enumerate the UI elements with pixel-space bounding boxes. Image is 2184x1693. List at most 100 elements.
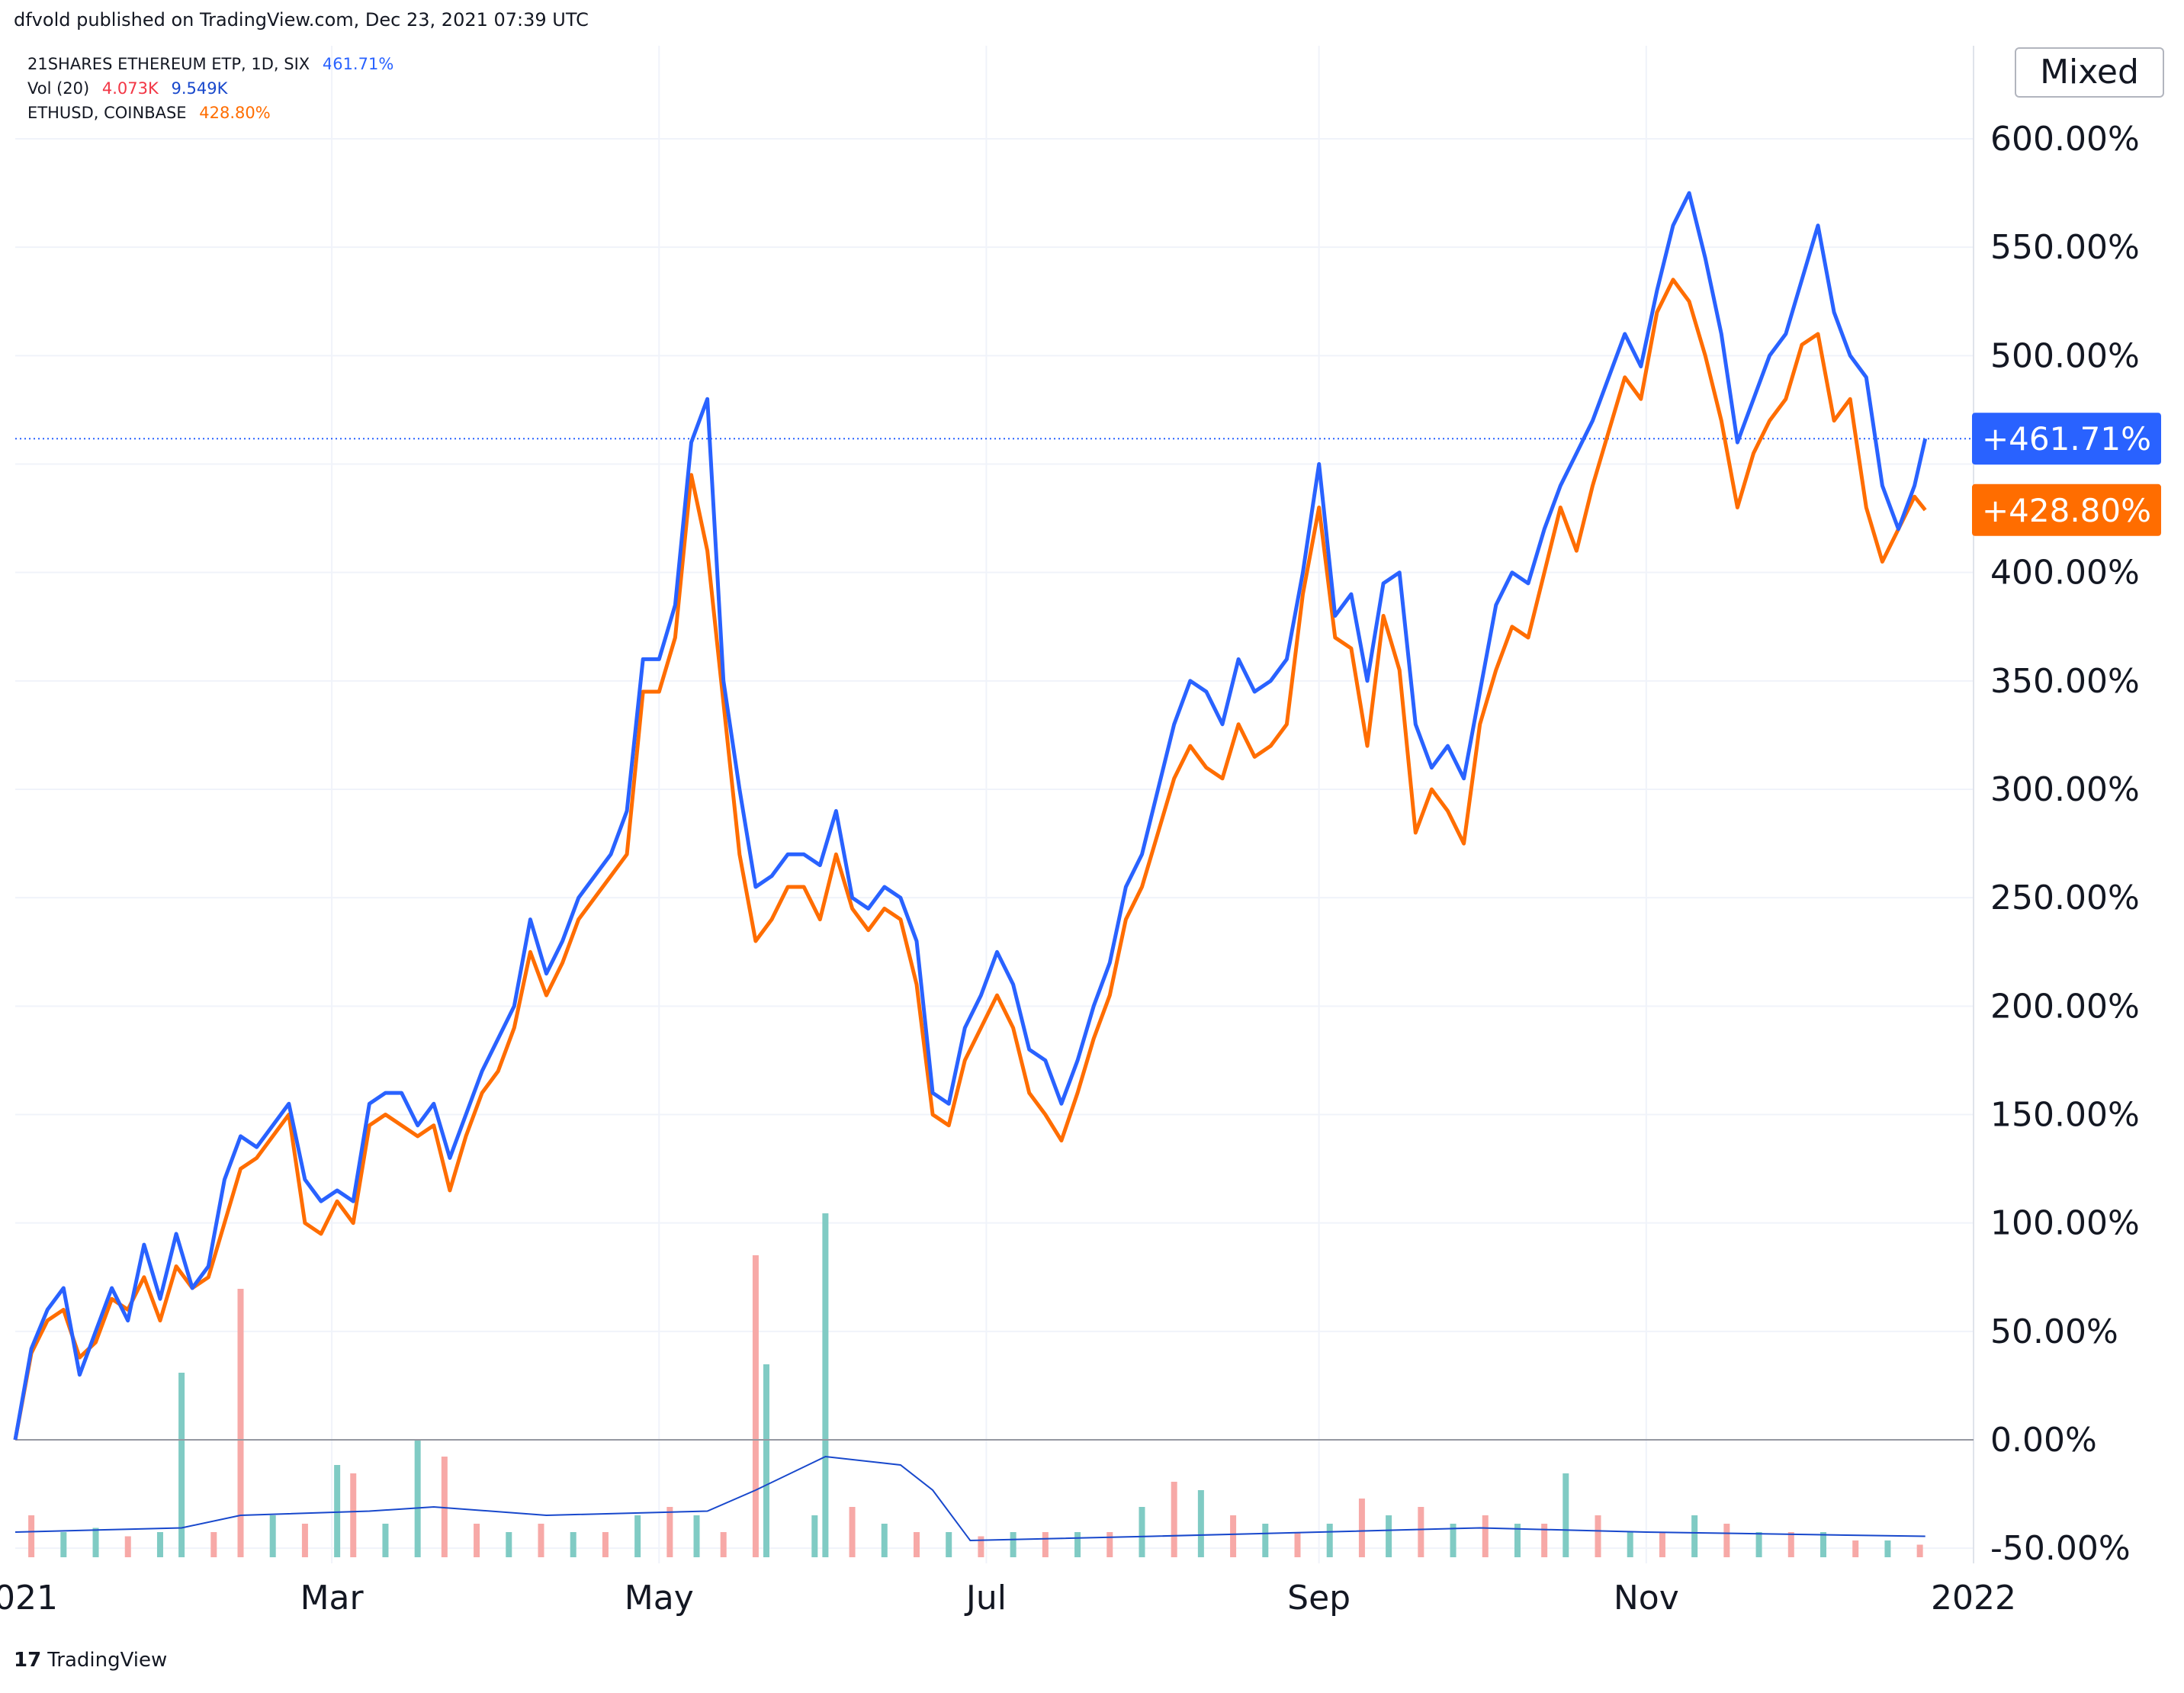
footer-brand-text: TradingView [47,1649,168,1672]
volume-bar [570,1532,577,1557]
volume-bar [1563,1473,1569,1557]
volume-bar [1595,1515,1601,1557]
volume-bar [1514,1524,1521,1557]
x-tick-label: 2022 [1931,1579,2016,1618]
volume-bar [811,1515,818,1557]
y-tick-label: 550.00% [1990,228,2140,267]
volume-bar [1787,1532,1794,1557]
volume-bar [1482,1515,1489,1557]
volume-bar [693,1515,700,1557]
y-tick-label: 400.00% [1990,554,2140,593]
volume-bar [1659,1532,1665,1557]
price-axis[interactable]: 600.00% 550.00% 500.00% 400.00% 350.00% 300.0… [1990,120,2140,1568]
x-tick-label: 2021 [0,1579,58,1618]
volume-bar [1171,1482,1177,1557]
legend-main-name: 21SHARES ETHEREUM ETP, 1D, SIX [27,55,310,73]
volume-bar [210,1532,217,1557]
legend-vol-ma-value: 9.549K [171,79,228,98]
volume-bar [634,1515,641,1557]
volume-bar [92,1528,99,1557]
volume-bar [1230,1515,1237,1557]
volume-bar [602,1532,609,1557]
volume-bar [1326,1524,1333,1557]
volume-bar [237,1289,244,1557]
chart-legend: 21SHARES ETHEREUM ETP, 1D, SIX 461.71% V… [27,52,393,125]
y-tick-label: 150.00% [1990,1096,2140,1135]
volume-bar [1820,1532,1827,1557]
x-tick-label: Mar [300,1579,365,1618]
footer-brand[interactable]: 17 TradingView [14,1649,167,1672]
tradingview-logo-icon: 17 [14,1649,42,1672]
published-info: dfvold published on TradingView.com, Dec… [14,9,589,31]
volume-bar [60,1532,67,1557]
legend-compare[interactable]: ETHUSD, COINBASE 428.80% [27,101,393,125]
volume-bar [849,1507,856,1557]
volume-bar [1197,1490,1204,1557]
volume-bar [1358,1499,1365,1557]
y-tick-label: 500.00% [1990,336,2140,375]
volume-bar [414,1440,421,1557]
volume-bar [334,1465,341,1557]
legend-vol-name: Vol (20) [27,79,90,98]
volume-bar [1852,1540,1859,1557]
volume-bar [1010,1532,1017,1557]
y-tick-label: 200.00% [1990,987,2140,1026]
series-line-21shares [13,191,1928,1441]
volume-bar [1916,1544,1923,1557]
volume-bars [28,1213,1923,1557]
volume-bar [1450,1524,1457,1557]
volume-bar [978,1536,984,1557]
series-line-ethusd [13,278,1927,1441]
volume-bar [913,1532,920,1557]
volume-bar [1042,1532,1049,1557]
volume-bar [763,1364,769,1557]
x-tick-label: May [625,1579,694,1618]
volume-bar [301,1524,308,1557]
legend-volume[interactable]: Vol (20) 4.073K 9.549K [27,76,393,101]
x-tick-label: Sep [1287,1579,1351,1618]
volume-bar [720,1532,727,1557]
volume-bar [1418,1507,1424,1557]
volume-bar [156,1532,163,1557]
volume-bar [441,1457,448,1557]
volume-bar [1691,1515,1698,1557]
last-value-badge-label: +428.80% [1982,492,2151,529]
volume-bar [28,1515,35,1557]
legend-main[interactable]: 21SHARES ETHEREUM ETP, 1D, SIX 461.71% [27,52,393,76]
volume-bar [538,1524,544,1557]
x-tick-label: Nov [1614,1579,1679,1618]
volume-bar [350,1473,357,1557]
legend-vol-value: 4.073K [101,79,159,98]
y-tick-label: 250.00% [1990,879,2140,917]
grid-lines [15,46,1974,1563]
volume-bar [1884,1540,1891,1557]
volume-bar [881,1524,888,1557]
volume-bar [474,1524,480,1557]
volume-bar [124,1536,131,1557]
last-value-badge [1972,483,2161,536]
volume-bar [1106,1532,1113,1557]
volume-bar [1139,1507,1145,1557]
y-tick-label: 50.00% [1990,1312,2118,1351]
volume-ma-line [14,1455,1925,1542]
volume-bar [822,1213,829,1557]
y-tick-label: -50.00% [1990,1529,2131,1568]
volume-bar [1627,1532,1633,1557]
volume-bar [1262,1524,1269,1557]
y-tick-label: 350.00% [1990,662,2140,701]
y-tick-label: 0.00% [1990,1421,2097,1460]
last-value-badge [1972,413,2161,465]
volume-bar [1074,1532,1081,1557]
volume-bar [1541,1524,1548,1557]
volume-bar [666,1507,673,1557]
volume-bar [1723,1524,1730,1557]
volume-bar [382,1524,389,1557]
y-tick-label: 300.00% [1990,770,2140,809]
scale-mode-button[interactable]: Mixed [2015,47,2164,98]
volume-bar [752,1255,759,1557]
volume-bar [1294,1532,1301,1557]
last-value-badges: +461.71% +428.80% [1972,413,2161,536]
y-tick-label: 100.00% [1990,1204,2140,1243]
time-axis[interactable]: 2021 Mar May Jul Sep Nov 2022 [0,1579,2016,1618]
